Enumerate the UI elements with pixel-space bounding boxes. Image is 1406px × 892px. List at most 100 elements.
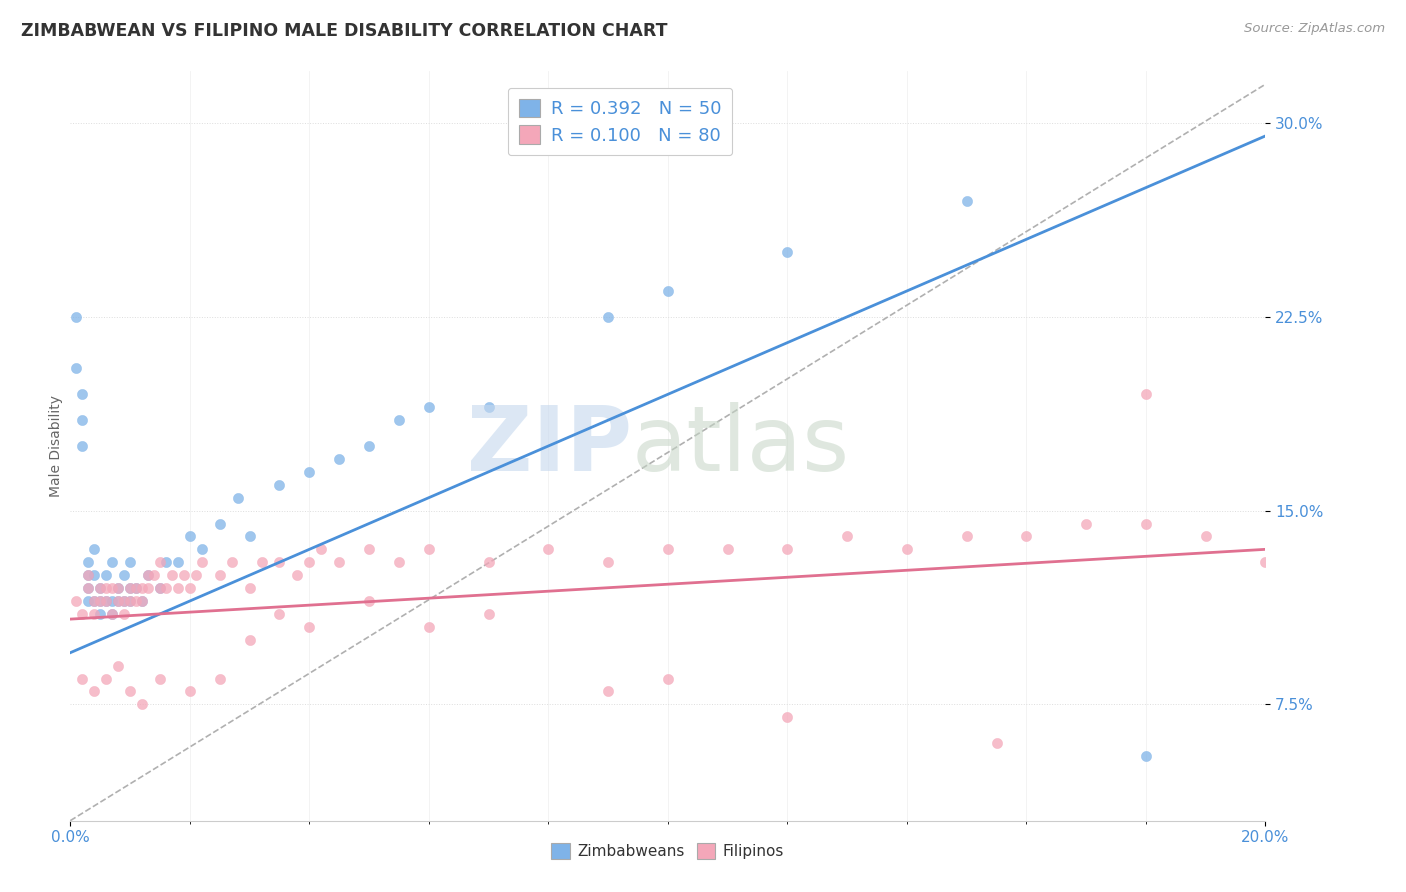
Point	[155, 581, 177, 595]
Point	[896, 542, 918, 557]
Point	[191, 555, 214, 569]
Point	[1254, 555, 1277, 569]
Point	[70, 413, 93, 427]
Point	[131, 594, 153, 608]
Point	[191, 542, 214, 557]
Point	[149, 672, 172, 686]
Point	[298, 465, 321, 479]
Point	[239, 529, 262, 543]
Point	[208, 516, 231, 531]
Point	[83, 542, 105, 557]
Point	[173, 568, 195, 582]
Y-axis label: Male Disability: Male Disability	[49, 395, 63, 497]
Point	[298, 620, 321, 634]
Point	[418, 620, 440, 634]
Point	[269, 477, 291, 491]
Point	[776, 542, 799, 557]
Point	[89, 581, 111, 595]
Point	[131, 698, 153, 712]
Point	[70, 607, 93, 621]
Text: Source: ZipAtlas.com: Source: ZipAtlas.com	[1244, 22, 1385, 36]
Point	[136, 581, 159, 595]
Point	[77, 555, 100, 569]
Point	[112, 607, 135, 621]
Point	[1015, 529, 1038, 543]
Point	[221, 555, 243, 569]
Point	[143, 568, 166, 582]
Point	[101, 581, 124, 595]
Point	[96, 568, 118, 582]
Point	[120, 581, 141, 595]
Point	[83, 594, 105, 608]
Point	[120, 594, 141, 608]
Point	[269, 555, 291, 569]
Point	[388, 413, 411, 427]
Point	[537, 542, 560, 557]
Text: ZIP: ZIP	[467, 402, 633, 490]
Point	[1195, 529, 1218, 543]
Point	[77, 568, 100, 582]
Point	[166, 581, 188, 595]
Point	[89, 581, 111, 595]
Point	[125, 581, 148, 595]
Legend: Zimbabweans, Filipinos: Zimbabweans, Filipinos	[546, 838, 790, 865]
Point	[120, 684, 141, 698]
Point	[96, 581, 118, 595]
Point	[77, 594, 100, 608]
Point	[131, 594, 153, 608]
Point	[717, 542, 740, 557]
Text: ZIMBABWEAN VS FILIPINO MALE DISABILITY CORRELATION CHART: ZIMBABWEAN VS FILIPINO MALE DISABILITY C…	[21, 22, 668, 40]
Point	[101, 594, 124, 608]
Point	[136, 568, 159, 582]
Point	[956, 194, 979, 208]
Point	[120, 594, 141, 608]
Point	[359, 594, 381, 608]
Point	[107, 594, 129, 608]
Point	[478, 607, 501, 621]
Point	[311, 542, 333, 557]
Point	[107, 594, 129, 608]
Point	[359, 439, 381, 453]
Point	[65, 310, 87, 324]
Point	[77, 581, 100, 595]
Point	[478, 401, 501, 415]
Point	[112, 594, 135, 608]
Point	[986, 736, 1008, 750]
Text: atlas: atlas	[633, 402, 851, 490]
Point	[65, 361, 87, 376]
Point	[837, 529, 859, 543]
Point	[478, 555, 501, 569]
Point	[239, 632, 262, 647]
Point	[269, 607, 291, 621]
Point	[131, 581, 153, 595]
Point	[179, 684, 201, 698]
Point	[226, 491, 249, 505]
Point	[125, 594, 148, 608]
Point	[112, 568, 135, 582]
Point	[96, 594, 118, 608]
Point	[107, 658, 129, 673]
Point	[598, 310, 620, 324]
Point	[160, 568, 183, 582]
Point	[125, 581, 148, 595]
Point	[83, 594, 105, 608]
Point	[101, 607, 124, 621]
Point	[179, 529, 201, 543]
Point	[120, 555, 141, 569]
Point	[776, 710, 799, 724]
Point	[96, 672, 118, 686]
Point	[657, 542, 679, 557]
Point	[101, 607, 124, 621]
Point	[149, 555, 172, 569]
Point	[1076, 516, 1098, 531]
Point	[77, 581, 100, 595]
Point	[101, 555, 124, 569]
Point	[956, 529, 979, 543]
Point	[149, 581, 172, 595]
Point	[65, 594, 87, 608]
Point	[166, 555, 188, 569]
Point	[89, 594, 111, 608]
Point	[70, 672, 93, 686]
Point	[1135, 387, 1157, 401]
Point	[328, 451, 350, 466]
